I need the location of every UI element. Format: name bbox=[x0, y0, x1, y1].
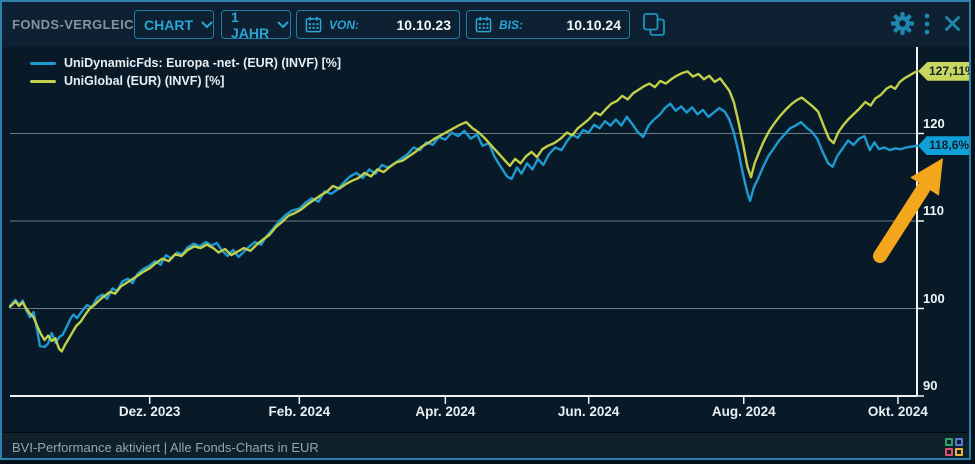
y-axis-label: 90 bbox=[923, 378, 963, 394]
legend-item: UniGlobal (EUR) (INVF) [%] bbox=[30, 72, 341, 90]
grid-square-blue bbox=[955, 438, 963, 446]
end-value-tag-uniglobal: 127,11% bbox=[918, 62, 971, 81]
x-axis-label: Dez. 2023 bbox=[95, 404, 205, 419]
period-dropdown[interactable]: 1 JAHR bbox=[221, 10, 291, 39]
status-text: BVI-Performance aktiviert | Alle Fonds-C… bbox=[12, 440, 319, 455]
date-to-label: BIS: bbox=[499, 18, 523, 32]
y-axis-label: 100 bbox=[923, 291, 963, 307]
copy-icon[interactable] bbox=[641, 11, 667, 38]
legend-line-swatch bbox=[30, 80, 56, 83]
date-from-label: VON: bbox=[329, 18, 359, 32]
y-axis-label: 120 bbox=[923, 116, 963, 132]
chart-type-dropdown[interactable]: CHART bbox=[134, 10, 214, 39]
period-dropdown-label: 1 JAHR bbox=[231, 9, 269, 41]
fund-comparison-window: FONDS-VERGLEICH CHART 1 JAHR VON: 10.10.… bbox=[0, 0, 971, 460]
gear-icon[interactable] bbox=[891, 12, 914, 35]
legend-line-swatch bbox=[30, 62, 56, 65]
x-axis-label: Aug. 2024 bbox=[689, 404, 799, 419]
status-bar: BVI-Performance aktiviert | Alle Fonds-C… bbox=[2, 432, 971, 460]
colored-grid-icon[interactable] bbox=[945, 438, 965, 458]
grid-square-green bbox=[945, 438, 953, 446]
grid-square-yellow bbox=[955, 448, 963, 456]
kebab-menu-icon[interactable] bbox=[924, 13, 930, 35]
chart-area[interactable] bbox=[2, 47, 971, 432]
chevron-down-icon bbox=[277, 21, 289, 29]
chart-type-dropdown-label: CHART bbox=[144, 17, 193, 33]
calendar-icon bbox=[475, 16, 492, 33]
legend-label: UniDynamicFds: Europa -net- (EUR) (INVF)… bbox=[64, 56, 341, 70]
date-to-field[interactable]: BIS: 10.10.24 bbox=[466, 10, 630, 39]
date-to-value: 10.10.24 bbox=[523, 17, 621, 33]
toolbar: FONDS-VERGLEICH CHART 1 JAHR VON: 10.10.… bbox=[2, 2, 971, 47]
date-from-value: 10.10.23 bbox=[359, 17, 451, 33]
legend-item: UniDynamicFds: Europa -net- (EUR) (INVF)… bbox=[30, 54, 341, 72]
grid-square-red bbox=[945, 448, 953, 456]
date-from-field[interactable]: VON: 10.10.23 bbox=[296, 10, 460, 39]
y-axis-label: 110 bbox=[923, 203, 963, 219]
calendar-icon bbox=[305, 16, 322, 33]
x-axis-label: Apr. 2024 bbox=[390, 404, 500, 419]
x-axis-label: Jun. 2024 bbox=[534, 404, 644, 419]
chevron-down-icon bbox=[201, 21, 213, 29]
legend-label: UniGlobal (EUR) (INVF) [%] bbox=[64, 74, 224, 88]
end-value-tag-unidynamicfds: 118,6% bbox=[918, 136, 971, 155]
page-title: FONDS-VERGLEICH bbox=[12, 17, 144, 32]
close-icon[interactable] bbox=[943, 14, 962, 33]
x-axis-label: Okt. 2024 bbox=[843, 404, 953, 419]
x-axis-label: Feb. 2024 bbox=[244, 404, 354, 419]
chart-legend: UniDynamicFds: Europa -net- (EUR) (INVF)… bbox=[30, 54, 341, 90]
